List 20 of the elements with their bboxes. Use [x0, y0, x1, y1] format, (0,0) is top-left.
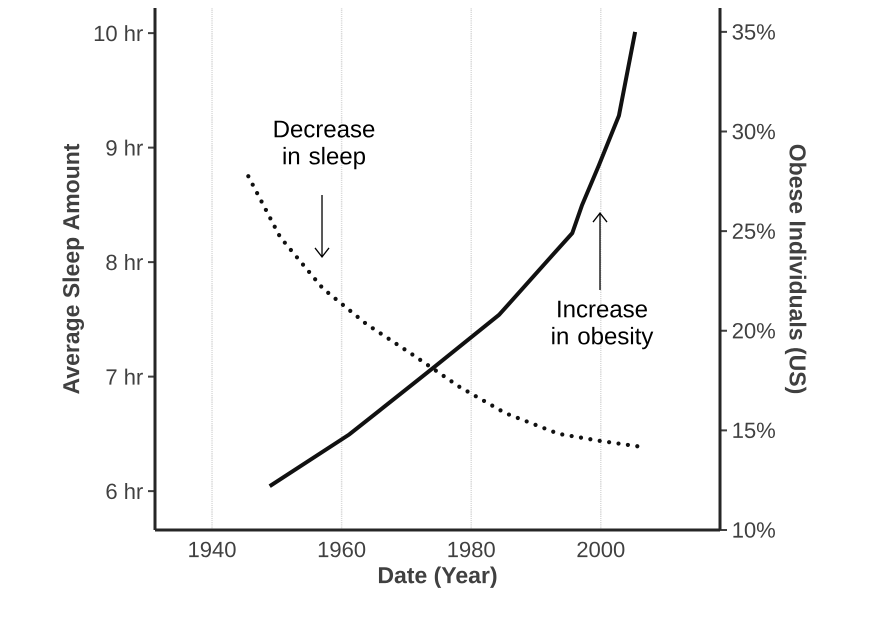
y2-tick-label: 20% — [732, 322, 775, 339]
y-tick-label: 8 hr — [106, 254, 143, 270]
y2-tick-label: 10% — [733, 522, 775, 538]
x-tick-label: 1940 — [189, 542, 236, 558]
y-tick-label: 7 hr — [106, 368, 143, 385]
annotation: Decrease in sleep — [274, 120, 374, 170]
y2-tick-label: 25% — [732, 223, 775, 239]
annotation: Increase in obesity — [552, 300, 654, 350]
y-tick-label: 9 hr — [106, 140, 143, 156]
x-axis-title: Date (Year) — [378, 566, 496, 588]
x-tick-label: 1960 — [318, 542, 366, 558]
y2-tick-label: 30% — [732, 124, 775, 140]
y-tick-label: 10 hr — [94, 25, 143, 42]
y-tick-label: 6 hr — [106, 483, 143, 500]
y2-axis-title: Obese Individuals (US) — [784, 144, 806, 394]
x-tick-label: 2000 — [577, 542, 624, 558]
y-axis-title: Average Sleep Amount — [62, 144, 84, 394]
x-tick-label: 1980 — [448, 542, 495, 558]
y2-tick-label: 15% — [733, 422, 775, 438]
y2-tick-label: 35% — [732, 24, 775, 40]
